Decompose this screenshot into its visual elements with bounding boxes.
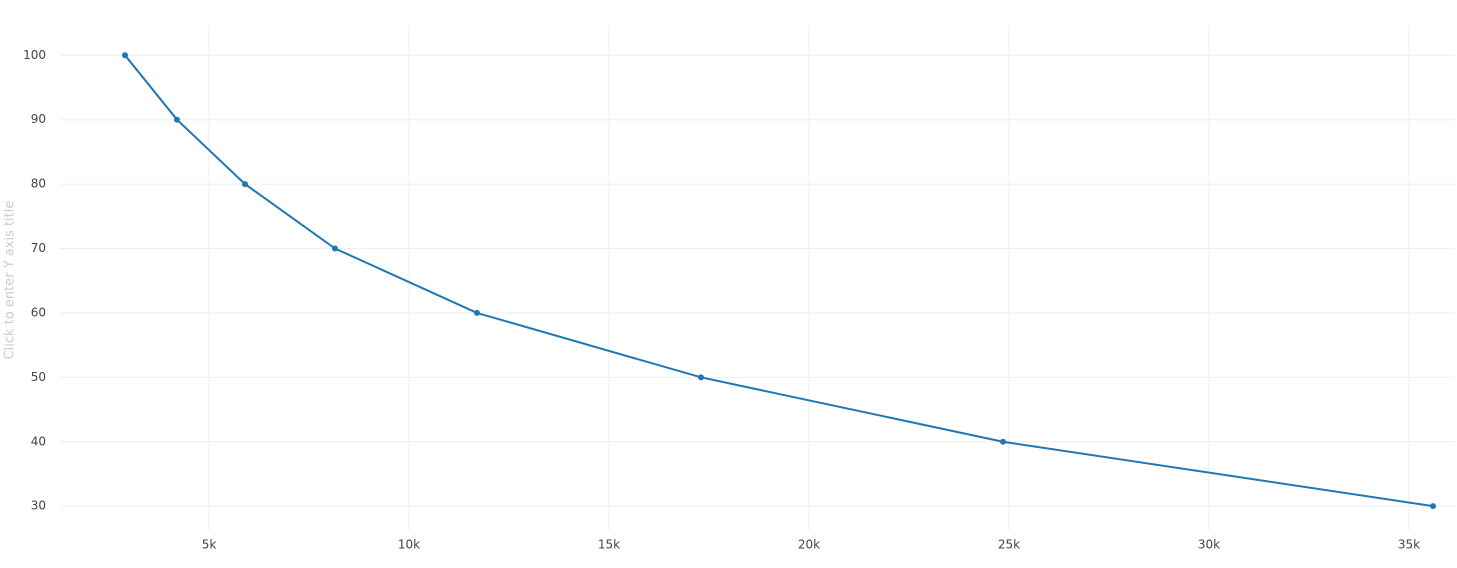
x-tick-label: 5k bbox=[202, 538, 217, 552]
y-tick-label: 100 bbox=[23, 48, 46, 62]
x-tick-label: 25k bbox=[998, 538, 1020, 552]
x-tick-label: 35k bbox=[1398, 538, 1420, 552]
y-tick-label: 40 bbox=[31, 434, 46, 448]
x-tick-label: 20k bbox=[798, 538, 820, 552]
point bbox=[698, 374, 704, 381]
y-tick-label: 70 bbox=[31, 241, 46, 255]
line bbox=[124, 54, 1434, 508]
y-tick-label: 50 bbox=[31, 370, 46, 384]
y-tick-label: 80 bbox=[31, 177, 46, 191]
point bbox=[122, 52, 128, 59]
y-axis-title[interactable]: Click to enter Y axis title bbox=[3, 201, 18, 360]
y-tick-label: 90 bbox=[31, 112, 46, 126]
y-tick-label: 30 bbox=[31, 499, 46, 513]
point bbox=[474, 309, 480, 316]
x-tick-label: 10k bbox=[398, 538, 420, 552]
point bbox=[242, 181, 248, 188]
point bbox=[1430, 503, 1436, 510]
x-tick-label: 15k bbox=[598, 538, 620, 552]
x-tick-label: 30k bbox=[1198, 538, 1220, 552]
point bbox=[332, 245, 338, 252]
point bbox=[1000, 438, 1006, 445]
y-tick-label: 60 bbox=[31, 305, 46, 319]
point bbox=[174, 116, 180, 123]
